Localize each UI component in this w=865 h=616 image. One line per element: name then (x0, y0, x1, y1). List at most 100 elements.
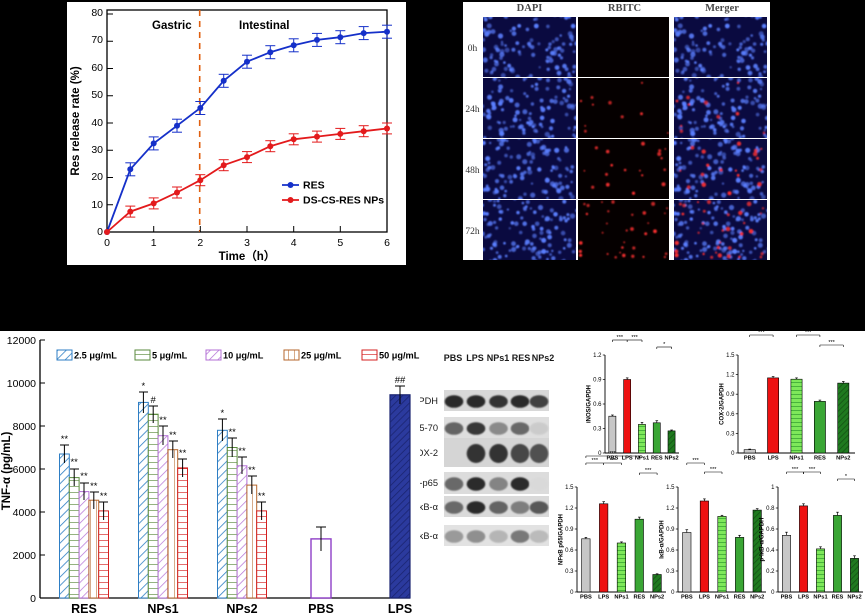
svg-text:**: ** (248, 465, 256, 476)
svg-text:10 μg/mL: 10 μg/mL (223, 351, 264, 361)
svg-text:DS-CS-RES NPs: DS-CS-RES NPs (303, 195, 384, 207)
svg-text:**: ** (169, 430, 177, 441)
svg-text:PBS: PBS (681, 594, 693, 600)
svg-text:**: ** (70, 457, 78, 468)
svg-text:**: ** (80, 471, 88, 482)
svg-text:***: *** (710, 467, 717, 473)
svg-text:6: 6 (384, 237, 390, 249)
svg-text:**: ** (61, 434, 69, 445)
svg-text:NPs2: NPs2 (847, 594, 861, 600)
svg-text:LPS: LPS (598, 594, 609, 600)
svg-text:0.9: 0.9 (565, 527, 574, 533)
svg-text:Gastric: Gastric (152, 20, 192, 32)
svg-text:1.2: 1.2 (565, 506, 574, 512)
svg-text:RES: RES (512, 353, 531, 363)
svg-text:0.3: 0.3 (565, 569, 574, 575)
svg-text:***: *** (692, 458, 699, 464)
svg-text:0.6: 0.6 (593, 402, 602, 408)
svg-text:PBS: PBS (744, 455, 756, 461)
svg-text:NPs2: NPs2 (750, 594, 764, 600)
svg-text:8000: 8000 (13, 421, 37, 433)
svg-text:0.6: 0.6 (565, 548, 574, 554)
svg-text:1: 1 (151, 237, 157, 249)
svg-text:60: 60 (91, 62, 103, 74)
svg-text:***: *** (645, 468, 652, 474)
svg-text:RES: RES (633, 594, 645, 600)
svg-text:#: # (151, 395, 157, 406)
svg-text:0.6: 0.6 (766, 527, 775, 533)
svg-text:***: *** (609, 451, 616, 457)
svg-text:PBS: PBS (580, 594, 592, 600)
svg-text:0: 0 (570, 590, 574, 596)
svg-text:0.9: 0.9 (726, 392, 735, 398)
svg-text:PBS: PBS (444, 353, 463, 363)
svg-text:p-IκB-α/GAPDH: p-IκB-α/GAPDH (760, 517, 766, 561)
svg-text:5: 5 (337, 237, 343, 249)
svg-text:*: * (663, 342, 666, 348)
svg-text:40: 40 (91, 117, 103, 129)
svg-text:***: *** (617, 335, 624, 341)
svg-text:0.6: 0.6 (726, 412, 735, 418)
svg-text:6000: 6000 (13, 464, 37, 476)
svg-text:1.5: 1.5 (565, 485, 574, 491)
svg-text:5 μg/mL: 5 μg/mL (152, 351, 188, 361)
svg-text:10000: 10000 (7, 378, 36, 390)
svg-text:Intestinal: Intestinal (239, 20, 289, 32)
svg-text:0.8: 0.8 (766, 506, 775, 512)
svg-text:1.2: 1.2 (726, 373, 735, 379)
svg-text:50: 50 (91, 89, 103, 101)
svg-text:LPS: LPS (388, 602, 412, 616)
svg-text:0.6: 0.6 (666, 548, 675, 554)
svg-text:2.5 μg/mL: 2.5 μg/mL (74, 351, 117, 361)
svg-text:**: ** (100, 491, 108, 502)
svg-text:0.2: 0.2 (766, 569, 775, 575)
svg-text:LPS: LPS (699, 594, 710, 600)
svg-text:0: 0 (104, 237, 110, 249)
svg-text:0.3: 0.3 (666, 569, 675, 575)
svg-text:p-IκB-α: p-IκB-α (420, 531, 439, 541)
svg-text:LPS: LPS (798, 594, 809, 600)
svg-text:NPs1: NPs1 (789, 455, 803, 461)
svg-text:***: *** (758, 331, 765, 336)
svg-text:50 μg/mL: 50 μg/mL (379, 351, 420, 361)
svg-text:NPs1: NPs1 (813, 594, 827, 600)
svg-text:80: 80 (91, 7, 103, 19)
svg-text:NPs1: NPs1 (487, 353, 510, 363)
svg-text:4000: 4000 (13, 507, 37, 519)
svg-text:*: * (221, 408, 225, 419)
svg-text:30: 30 (91, 144, 103, 156)
svg-text:TNF-α (pg/mL): TNF-α (pg/mL) (1, 432, 13, 511)
svg-text:NPs1: NPs1 (614, 594, 628, 600)
svg-text:NPs1: NPs1 (147, 602, 178, 616)
svg-text:0: 0 (97, 226, 103, 238)
svg-text:PBS: PBS (308, 602, 334, 616)
svg-text:IκB-α: IκB-α (420, 502, 439, 512)
svg-text:**: ** (228, 427, 236, 438)
svg-text:0: 0 (731, 451, 735, 457)
svg-text:PBS: PBS (781, 594, 793, 600)
svg-text:GAPDH: GAPDH (420, 396, 438, 406)
svg-text:***: *** (805, 331, 812, 336)
svg-text:IκB-α/GAPDH: IκB-α/GAPDH (660, 520, 666, 558)
svg-text:NFκB-p65: NFκB-p65 (420, 478, 438, 488)
svg-text:2000: 2000 (13, 550, 37, 562)
svg-text:**: ** (159, 415, 167, 426)
svg-text:0.9: 0.9 (593, 378, 602, 384)
svg-text:**: ** (258, 491, 266, 502)
svg-text:1.5: 1.5 (666, 485, 675, 491)
svg-text:3: 3 (244, 237, 250, 249)
svg-text:COX-2: COX-2 (420, 448, 438, 458)
svg-text:1.2: 1.2 (593, 353, 602, 359)
svg-text:***: *** (828, 340, 835, 346)
svg-text:20: 20 (91, 171, 103, 183)
svg-text:0: 0 (771, 590, 775, 596)
svg-text:LPS: LPS (768, 455, 779, 461)
svg-text:1.2: 1.2 (666, 506, 675, 512)
svg-text:NPs2: NPs2 (532, 353, 555, 363)
svg-text:0.9: 0.9 (666, 527, 675, 533)
svg-text:1.5: 1.5 (726, 353, 735, 359)
svg-text:***: *** (809, 467, 816, 473)
svg-text:1: 1 (771, 485, 775, 491)
svg-text:NPs2: NPs2 (650, 594, 664, 600)
svg-text:COX-2/GAPDH: COX-2/GAPDH (720, 383, 726, 425)
